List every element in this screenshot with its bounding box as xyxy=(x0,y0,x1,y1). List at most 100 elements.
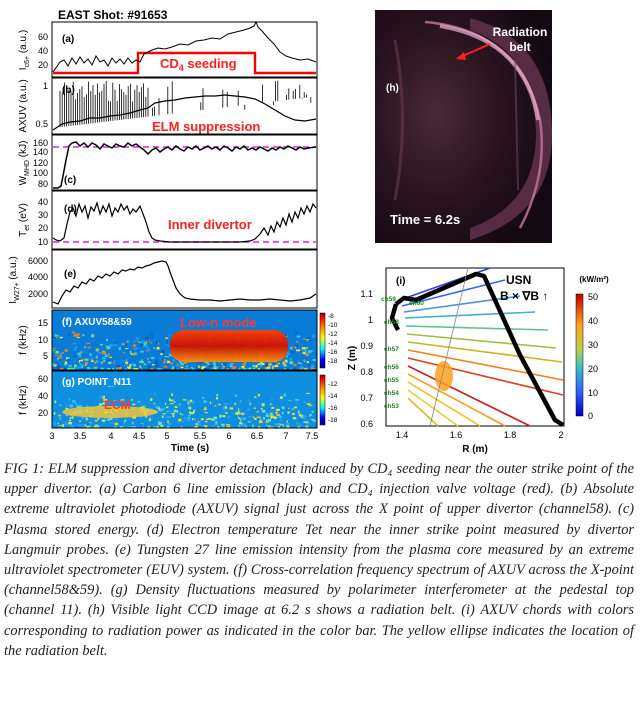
spectrogram-cell xyxy=(222,407,226,411)
spectrogram-cell xyxy=(84,424,87,427)
radiation-colorbar-tick: 10 xyxy=(588,388,598,398)
spectrogram-cell xyxy=(53,412,56,415)
axuv-chord xyxy=(407,349,564,381)
cd4-valve-trace xyxy=(53,51,316,75)
panel-c-ytick: 140 xyxy=(33,147,48,157)
spectrogram-cell xyxy=(166,426,170,428)
spectrogram-cell xyxy=(113,344,118,347)
panel-b-ytick: 1 xyxy=(43,81,48,91)
spectrogram-cell xyxy=(76,405,80,407)
spectrogram-cell xyxy=(298,424,302,427)
spectrogram-cell xyxy=(298,414,301,417)
spectrogram-cell xyxy=(225,400,229,403)
spectrogram-cell xyxy=(130,353,133,355)
spectrogram-cell xyxy=(170,403,174,405)
spectrogram-cell xyxy=(72,331,75,334)
spectrogram-cell xyxy=(198,421,200,424)
spectrogram-cell xyxy=(293,363,297,366)
spectrogram-cell xyxy=(240,419,242,422)
spectrogram-cell xyxy=(100,361,103,364)
spectrogram-cell xyxy=(232,366,237,369)
spectrogram-cell xyxy=(71,416,74,419)
spectrogram-cell xyxy=(213,362,216,365)
spectrogram-cell xyxy=(183,426,186,428)
spectrogram-cell xyxy=(212,425,215,428)
panel-g-ytick: 40 xyxy=(38,391,48,401)
spectrogram-cell xyxy=(77,406,80,408)
spectrogram-cell xyxy=(199,362,204,364)
spectrogram-cell xyxy=(308,350,312,354)
spectrogram-cell xyxy=(178,361,182,363)
spectrogram-cell xyxy=(304,349,307,352)
first-wall-outline xyxy=(394,271,565,427)
spectrogram-cell xyxy=(187,403,191,406)
spectrogram-cell xyxy=(121,342,124,346)
spectrogram-cell xyxy=(278,362,280,364)
spectrogram-cell xyxy=(125,421,127,423)
spectrogram-cell xyxy=(76,368,78,370)
spectrogram-cell xyxy=(106,338,109,342)
spectrogram-cell xyxy=(216,426,220,429)
spectrogram-cell xyxy=(105,345,109,348)
spectrogram-cell xyxy=(81,359,85,361)
spectrogram-cell xyxy=(129,350,133,354)
spectrogram-cell xyxy=(58,425,62,427)
spectrogram-cell xyxy=(107,361,112,365)
spectrogram-cell xyxy=(118,367,122,371)
spectrogram-cell xyxy=(311,410,314,413)
spectrogram-cell xyxy=(238,414,242,417)
spectrogram-cell xyxy=(186,364,188,367)
spectrogram-cell xyxy=(131,426,136,428)
spectrogram-cell xyxy=(304,367,308,371)
spectrogram-cell xyxy=(57,363,60,365)
spectrogram-cell xyxy=(188,414,191,416)
spectrogram-cell xyxy=(114,426,116,429)
spectrogram-cell xyxy=(80,365,84,369)
radiation-belt-ellipse xyxy=(435,361,453,391)
spectrogram-cell xyxy=(134,347,138,350)
spectrogram-cell xyxy=(231,397,234,400)
time-tick: 6.5 xyxy=(251,431,264,441)
spectrogram-cell xyxy=(107,368,111,371)
spectrogram-cell xyxy=(284,419,288,423)
spectrogram-cell xyxy=(261,362,265,366)
spectrogram-cell xyxy=(198,365,200,368)
spectrogram-cell xyxy=(286,425,290,429)
panel-d-label: (d) xyxy=(64,204,77,215)
spectrogram-cell xyxy=(112,368,115,371)
spectrogram-cell xyxy=(139,343,144,347)
spectrogram-cell xyxy=(276,408,280,411)
spectrogram-cell xyxy=(278,423,281,425)
spectrogram-cell xyxy=(180,362,184,366)
spectrogram-cell xyxy=(132,416,136,419)
spectrogram-cell xyxy=(281,406,285,409)
spectrogram-cell xyxy=(214,405,217,407)
spectrogram-cell xyxy=(270,403,272,406)
spectrogram-cell xyxy=(279,416,282,419)
spectrogram-cell xyxy=(96,360,98,363)
spectrogram-cell xyxy=(200,418,204,421)
spectrogram-cell xyxy=(228,367,230,370)
panel-d: (d) 40 30 20 10 Tet (eV) Inner divertor xyxy=(18,190,318,250)
spectrogram-cell xyxy=(81,417,85,419)
spectrogram-cell xyxy=(207,362,210,365)
spectrogram-cell xyxy=(132,344,136,347)
spectrogram-cell xyxy=(191,409,194,412)
spectrogram-cell xyxy=(62,418,67,421)
channel-label: ch57 xyxy=(384,346,399,353)
spectrogram-cell xyxy=(285,355,288,358)
spectrogram-cell xyxy=(132,368,134,370)
spectrogram-cell xyxy=(144,346,149,349)
spectrogram-cell xyxy=(246,408,250,411)
spectrogram-cell xyxy=(54,400,57,404)
spectrogram-cell xyxy=(126,340,130,343)
spectrogram-cell xyxy=(234,403,237,405)
spectrogram-cell xyxy=(296,335,301,338)
spectrogram-cell xyxy=(173,400,176,403)
panel-f: (f) AXUV58&59 Low-n mode 15 10 5 f (kHz)… xyxy=(18,309,338,371)
spectrogram-cell xyxy=(157,343,159,345)
spectrogram-cell xyxy=(113,359,116,362)
time-tick: 3.5 xyxy=(74,431,87,441)
spectrogram-cell xyxy=(269,412,273,416)
spectrogram-cell xyxy=(257,393,260,397)
